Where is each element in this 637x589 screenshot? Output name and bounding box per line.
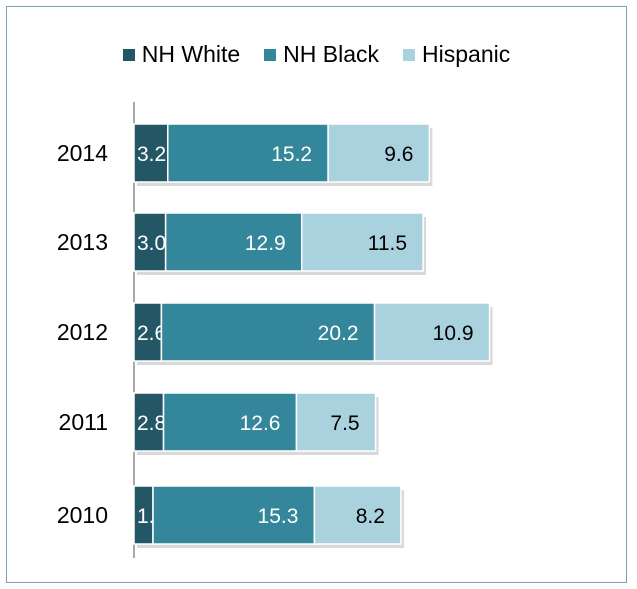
bar-segment-nh-black [167, 123, 329, 183]
legend-item-2: Hispanic [403, 41, 510, 68]
legend-label: NH Black [283, 41, 380, 67]
data-label: 12.9 [245, 232, 286, 255]
bar-segment-hispanic [295, 392, 377, 452]
bar-segment-nh-white [133, 212, 167, 272]
legend-swatch [122, 48, 135, 61]
legend-item-0: NH White [122, 41, 241, 68]
legend-label: NH White [141, 41, 241, 67]
data-label: 3.0 [137, 232, 166, 255]
data-label: 11.5 [368, 232, 407, 255]
data-label: 20.2 [318, 322, 359, 345]
legend-swatch [264, 48, 277, 61]
bar-segment-nh-white [133, 123, 169, 183]
data-label: 15.3 [258, 505, 299, 528]
legend-swatch [403, 48, 416, 61]
category-label: 2012 [57, 319, 108, 345]
data-label: 3.2 [137, 143, 166, 166]
legend-item-1: NH Black [264, 41, 379, 68]
bar-segment-hispanic [373, 302, 491, 362]
bar-segment-hispanic [300, 212, 424, 272]
category-label: 2013 [57, 229, 108, 255]
category-label: 2011 [59, 409, 108, 435]
legend-label: Hispanic [422, 41, 511, 67]
bar-segment-nh-black [160, 302, 376, 362]
data-label: 12.6 [240, 412, 281, 435]
category-label: 2010 [57, 502, 108, 528]
bar-segment-hispanic [327, 123, 431, 183]
legend: NH White NH Black Hispanic [7, 41, 626, 68]
bar-segment-nh-black [164, 212, 303, 272]
data-label: 2.6 [137, 322, 166, 345]
bar-segment-nh-black [162, 392, 298, 452]
data-label: 7.5 [330, 412, 359, 435]
data-label: 10.9 [433, 322, 474, 345]
data-label: 8.2 [356, 505, 385, 528]
data-label: 15.2 [271, 143, 312, 166]
data-label: 9.6 [384, 143, 413, 166]
data-label: 2.8 [137, 412, 166, 435]
category-label: 2014 [57, 140, 108, 166]
bar-segment-hispanic [313, 485, 402, 545]
